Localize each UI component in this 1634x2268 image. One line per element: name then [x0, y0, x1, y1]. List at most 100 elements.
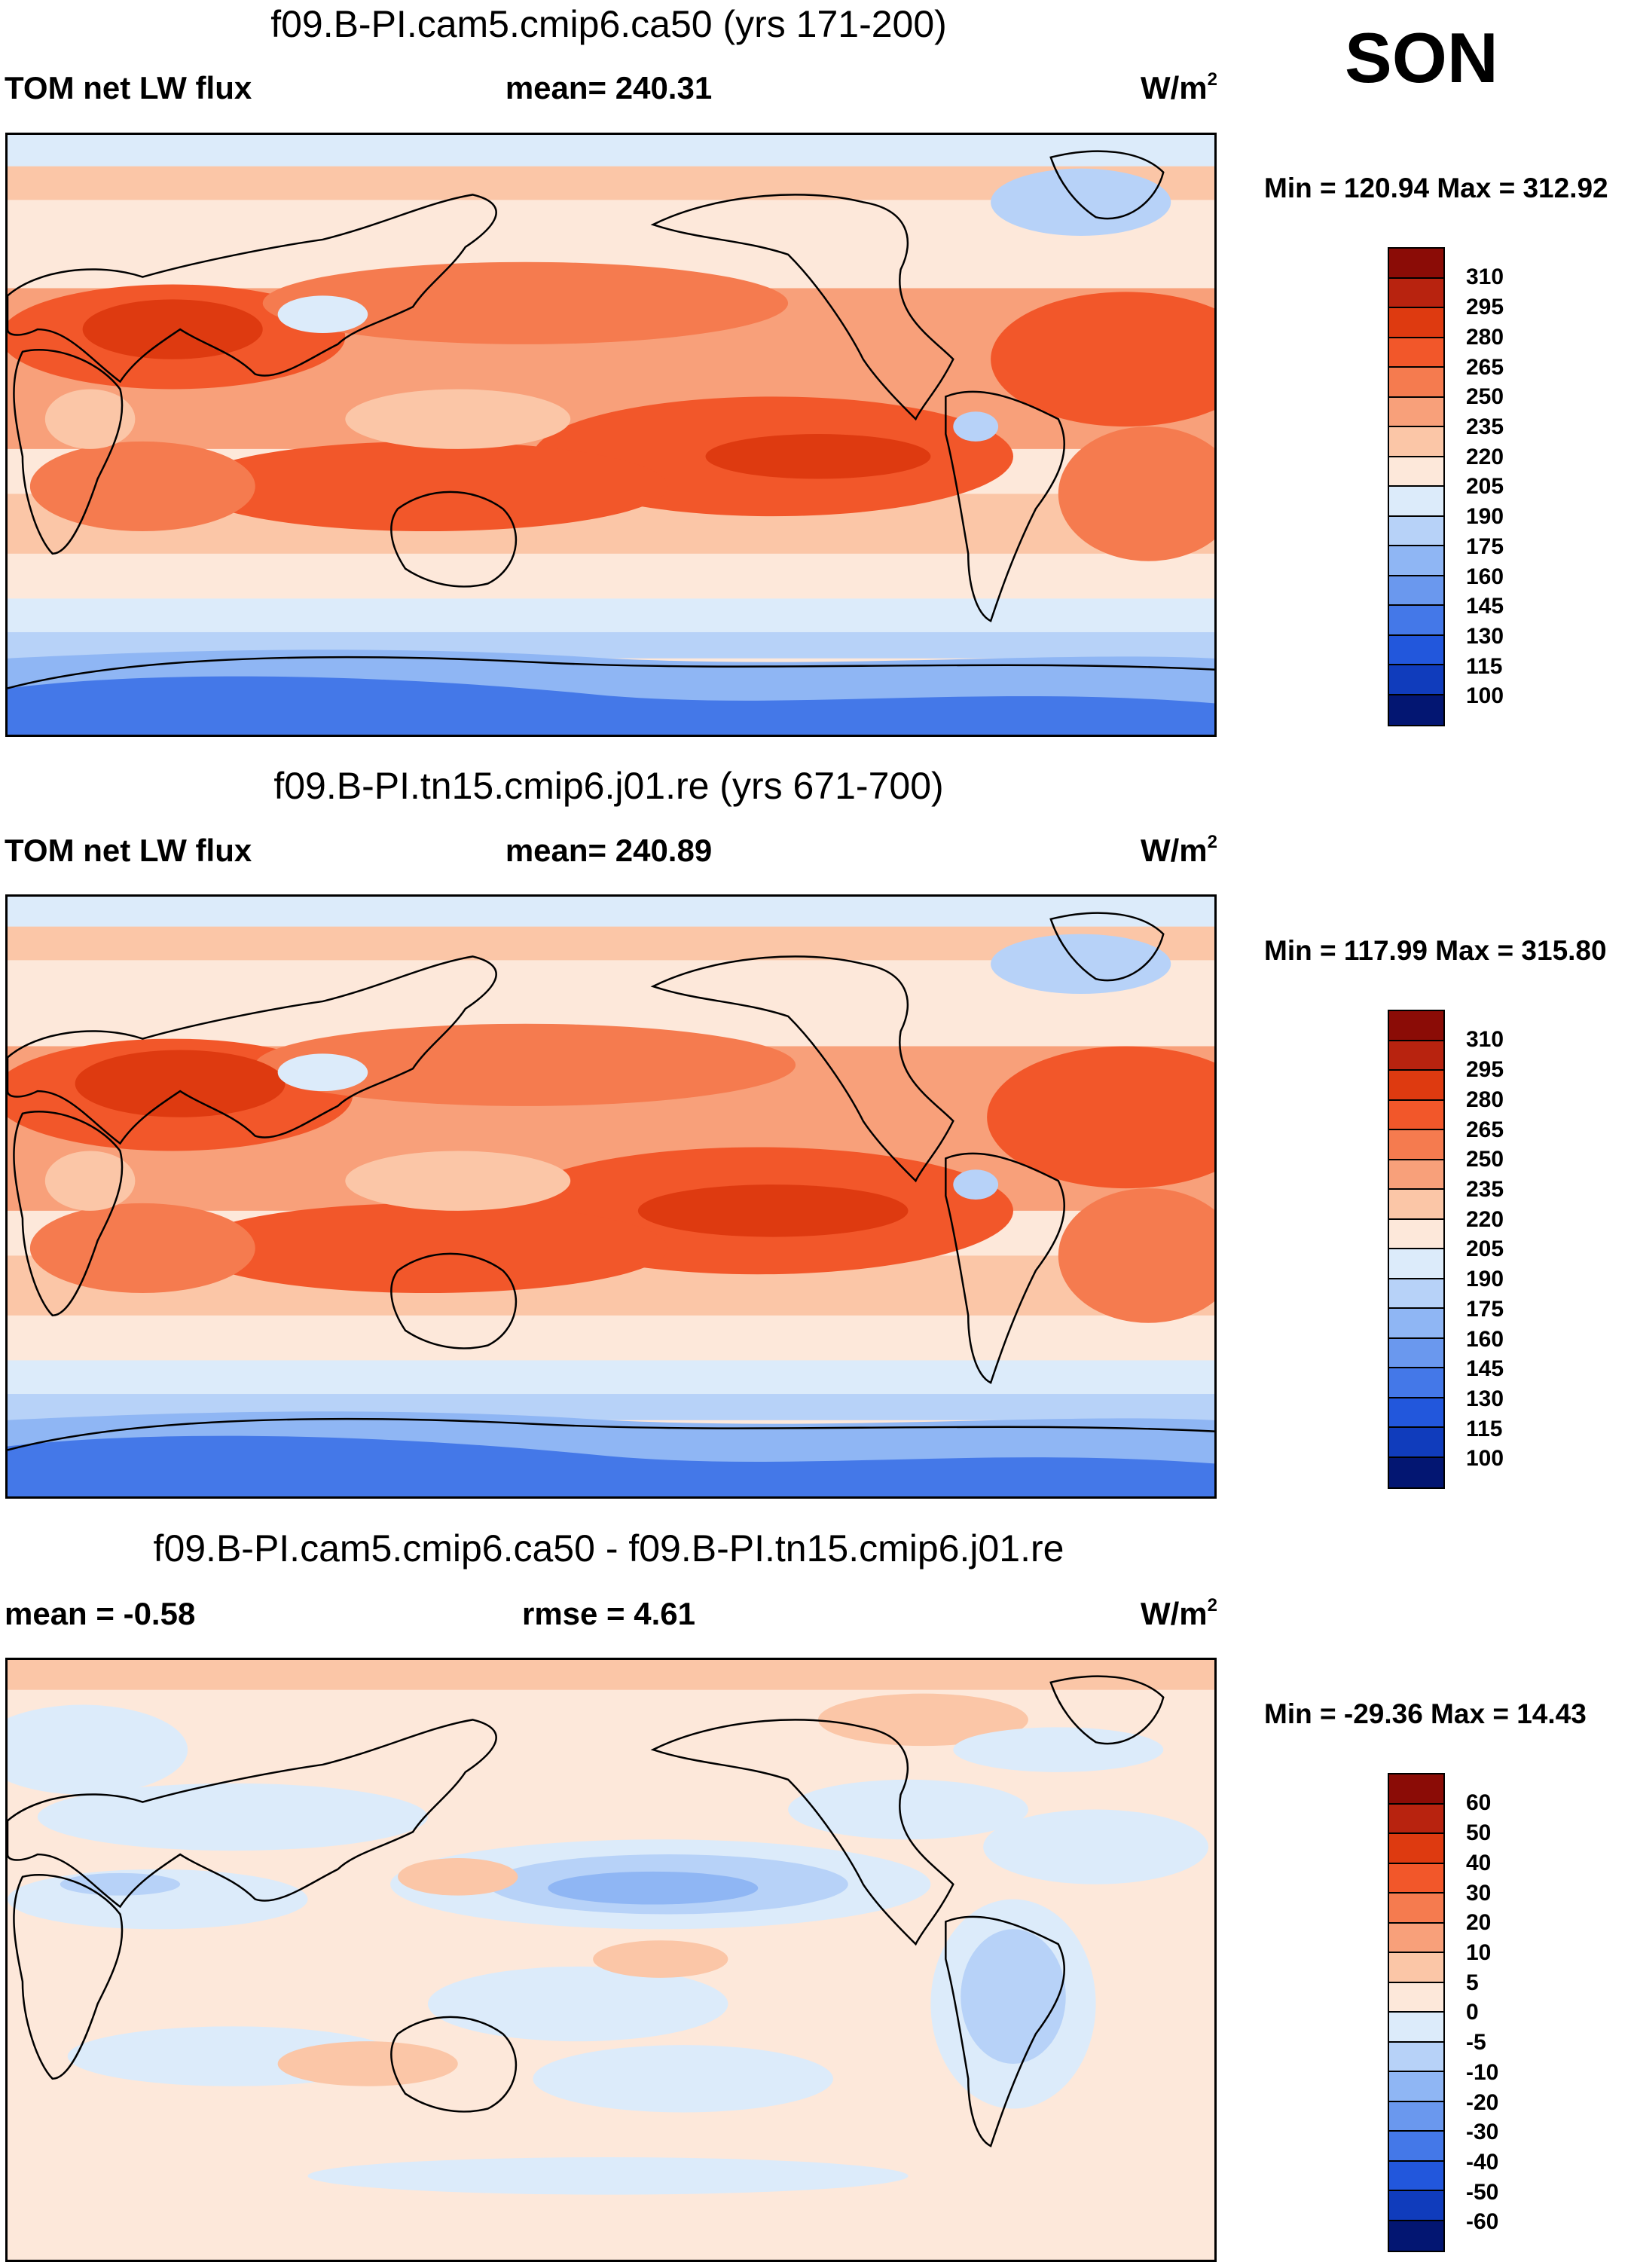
- colorbar-swatch: [1389, 1863, 1443, 1894]
- colorbar-swatch: [1389, 576, 1443, 606]
- cbar-box: [1388, 1773, 1445, 2252]
- cbar1-tick-190: 190: [1466, 504, 1504, 529]
- cbar3-tick-m5: -5: [1466, 2030, 1486, 2055]
- cbar3-tick-10: 10: [1466, 1940, 1492, 1965]
- colorbar-swatch: [1389, 2221, 1443, 2251]
- colorbar-swatch: [1389, 457, 1443, 487]
- cbar2-tick-100: 100: [1466, 1446, 1504, 1471]
- colorbar-swatch: [1389, 308, 1443, 338]
- cbar1-tick-175: 175: [1466, 534, 1504, 559]
- cbar3-tick-m60: -60: [1466, 2209, 1499, 2234]
- panel2-units: W/m2: [1140, 832, 1217, 868]
- colorbar-swatch: [1389, 397, 1443, 427]
- panel2-variable-label: TOM net LW flux: [5, 833, 252, 868]
- colorbar-swatch: [1389, 665, 1443, 695]
- colorbar-swatch: [1389, 1982, 1443, 2013]
- colorbar-swatch: [1389, 2042, 1443, 2072]
- colorbar-swatch: [1389, 1279, 1443, 1309]
- colorbar-swatch: [1389, 338, 1443, 368]
- panel2-title: f09.B-PI.tn15.cmip6.j01.re (yrs 671-700): [273, 765, 944, 807]
- cbar2-tick-235: 235: [1466, 1177, 1504, 1202]
- cbar2-tick-205: 205: [1466, 1236, 1504, 1261]
- panel2-minmax: Min = 117.99 Max = 315.80: [1264, 935, 1607, 966]
- cbar1-tick-145: 145: [1466, 594, 1504, 619]
- colorbar-swatch: [1389, 695, 1443, 725]
- cbar3-tick-5: 5: [1466, 1970, 1479, 1995]
- colorbar-swatch: [1389, 2072, 1443, 2102]
- cbar1-tick-265: 265: [1466, 355, 1504, 380]
- cbar1-tick-235: 235: [1466, 414, 1504, 439]
- cbar3-tick-m20: -20: [1466, 2090, 1499, 2115]
- panel3-map: [5, 1658, 1217, 2262]
- cbar2-tick-280: 280: [1466, 1087, 1504, 1112]
- colorbar-swatch: [1389, 1071, 1443, 1101]
- cbar3-tick-m10: -10: [1466, 2060, 1499, 2085]
- cbar-box: [1388, 1010, 1445, 1489]
- colorbar-swatch: [1389, 1923, 1443, 1953]
- colorbar-swatch: [1389, 427, 1443, 457]
- cbar1-tick-160: 160: [1466, 564, 1504, 589]
- cbar3-tick-0: 0: [1466, 2000, 1479, 2025]
- cbar3-tick-20: 20: [1466, 1910, 1492, 1935]
- colorbar-swatch: [1389, 278, 1443, 308]
- cbar2-tick-190: 190: [1466, 1267, 1504, 1291]
- panel1-map: [5, 133, 1217, 737]
- cbar3-tick-m30: -30: [1466, 2120, 1499, 2144]
- colorbar-swatch: [1389, 1309, 1443, 1339]
- colorbar-swatch: [1389, 1953, 1443, 1983]
- cbar3-tick-50: 50: [1466, 1820, 1492, 1845]
- colorbar-swatch: [1389, 368, 1443, 398]
- colorbar-swatch: [1389, 1249, 1443, 1279]
- colorbar-swatch: [1389, 1894, 1443, 1924]
- panel1-variable-label: TOM net LW flux: [5, 70, 252, 105]
- colorbar-swatch: [1389, 1190, 1443, 1220]
- cbar1-tick-295: 295: [1466, 295, 1504, 319]
- colorbar-swatch: [1389, 1219, 1443, 1249]
- colorbar-swatch: [1389, 1457, 1443, 1487]
- colorbar-swatch: [1389, 1368, 1443, 1398]
- cbar2-tick-175: 175: [1466, 1297, 1504, 1322]
- colorbar-swatch: [1389, 635, 1443, 665]
- cbar1-tick-205: 205: [1466, 474, 1504, 499]
- panel2-map: [5, 894, 1217, 1499]
- cbar1-tick-310: 310: [1466, 264, 1504, 289]
- cbar2-tick-265: 265: [1466, 1117, 1504, 1142]
- colorbar-swatch: [1389, 1100, 1443, 1130]
- colorbar-swatch: [1389, 1428, 1443, 1458]
- colorbar-swatch: [1389, 2101, 1443, 2132]
- cbar3-tick-m40: -40: [1466, 2150, 1499, 2175]
- colorbar-swatch: [1389, 516, 1443, 546]
- colorbar-swatch: [1389, 1041, 1443, 1071]
- panel3-minmax: Min = -29.36 Max = 14.43: [1264, 1698, 1587, 1729]
- panel2-mean-label: mean= 240.89: [505, 833, 713, 868]
- cbar2-tick-220: 220: [1466, 1207, 1504, 1232]
- cbar1-tick-130: 130: [1466, 624, 1504, 649]
- cbar2-tick-160: 160: [1466, 1327, 1504, 1352]
- cbar2-tick-130: 130: [1466, 1386, 1504, 1411]
- colorbar-swatch: [1389, 1130, 1443, 1160]
- panel3-rmse-label: rmse = 4.61: [521, 1596, 695, 1631]
- colorbar-swatch: [1389, 2132, 1443, 2162]
- cbar2-tick-115: 115: [1466, 1417, 1503, 1441]
- colorbar-swatch: [1389, 1011, 1443, 1041]
- cbar2-tick-145: 145: [1466, 1356, 1504, 1381]
- panel1-colorbar: [1388, 247, 1445, 726]
- panel1-title: f09.B-PI.cam5.cmip6.ca50 (yrs 171-200): [270, 3, 947, 45]
- colorbar-swatch: [1389, 2191, 1443, 2221]
- cbar3-tick-30: 30: [1466, 1881, 1492, 1906]
- panel3-title: f09.B-PI.cam5.cmip6.ca50 - f09.B-PI.tn15…: [153, 1527, 1064, 1570]
- cbar1-tick-280: 280: [1466, 325, 1504, 350]
- cbar2-tick-310: 310: [1466, 1027, 1504, 1052]
- colorbar-swatch: [1389, 2161, 1443, 2191]
- cbar3-tick-m50: -50: [1466, 2180, 1499, 2205]
- colorbar-swatch: [1389, 2013, 1443, 2043]
- cbar3-tick-40: 40: [1466, 1851, 1492, 1875]
- cbar2-tick-295: 295: [1466, 1057, 1504, 1082]
- panel3-mean-label: mean = -0.58: [5, 1596, 196, 1631]
- colorbar-swatch: [1389, 1398, 1443, 1428]
- season-label: SON: [1345, 18, 1498, 97]
- colorbar-swatch: [1389, 1338, 1443, 1368]
- cbar2-tick-250: 250: [1466, 1147, 1504, 1172]
- panel3-units: W/m2: [1140, 1595, 1217, 1631]
- colorbar-swatch: [1389, 606, 1443, 636]
